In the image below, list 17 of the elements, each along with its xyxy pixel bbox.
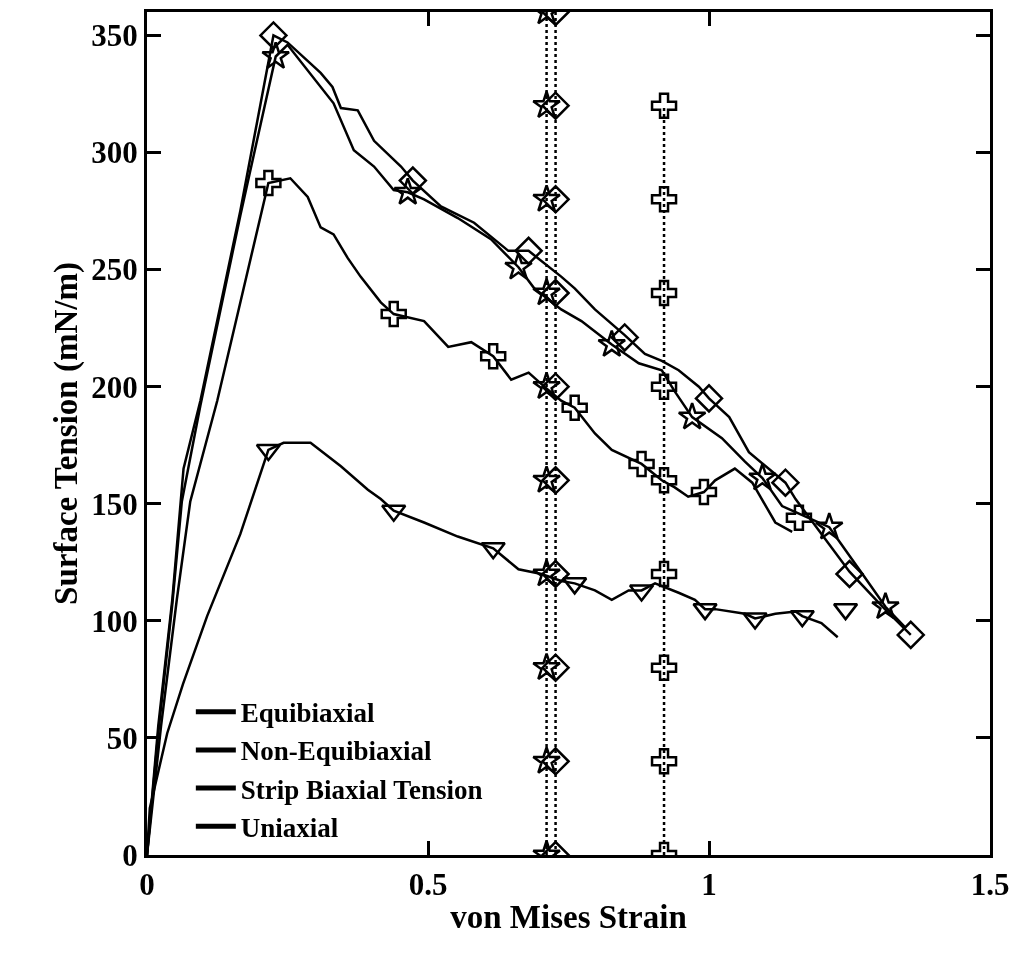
legend-label: Uniaxial bbox=[240, 812, 339, 843]
y-tick-label: 250 bbox=[91, 252, 138, 288]
y-tick-label: 0 bbox=[122, 837, 138, 873]
x-tick-label: 1.5 bbox=[970, 867, 1010, 903]
y-axis-title: Surface Tension (mN/m) bbox=[48, 262, 86, 605]
x-tick-label: 1 bbox=[701, 867, 717, 903]
y-tick-label: 300 bbox=[91, 135, 138, 171]
x-axis-title: von Mises Strain bbox=[450, 898, 687, 935]
legend-label: Equibiaxial bbox=[240, 698, 375, 729]
legend-label: Strip Biaxial Tension bbox=[240, 774, 483, 805]
y-tick-label: 150 bbox=[91, 486, 138, 522]
legend-label: Non-Equibiaxial bbox=[240, 736, 432, 767]
x-tick-label: 0.5 bbox=[408, 867, 448, 903]
y-tick-label: 200 bbox=[91, 369, 138, 405]
y-tick-label: 50 bbox=[106, 720, 138, 756]
y-tick-label: 100 bbox=[91, 603, 138, 639]
y-tick-label: 350 bbox=[91, 18, 138, 54]
